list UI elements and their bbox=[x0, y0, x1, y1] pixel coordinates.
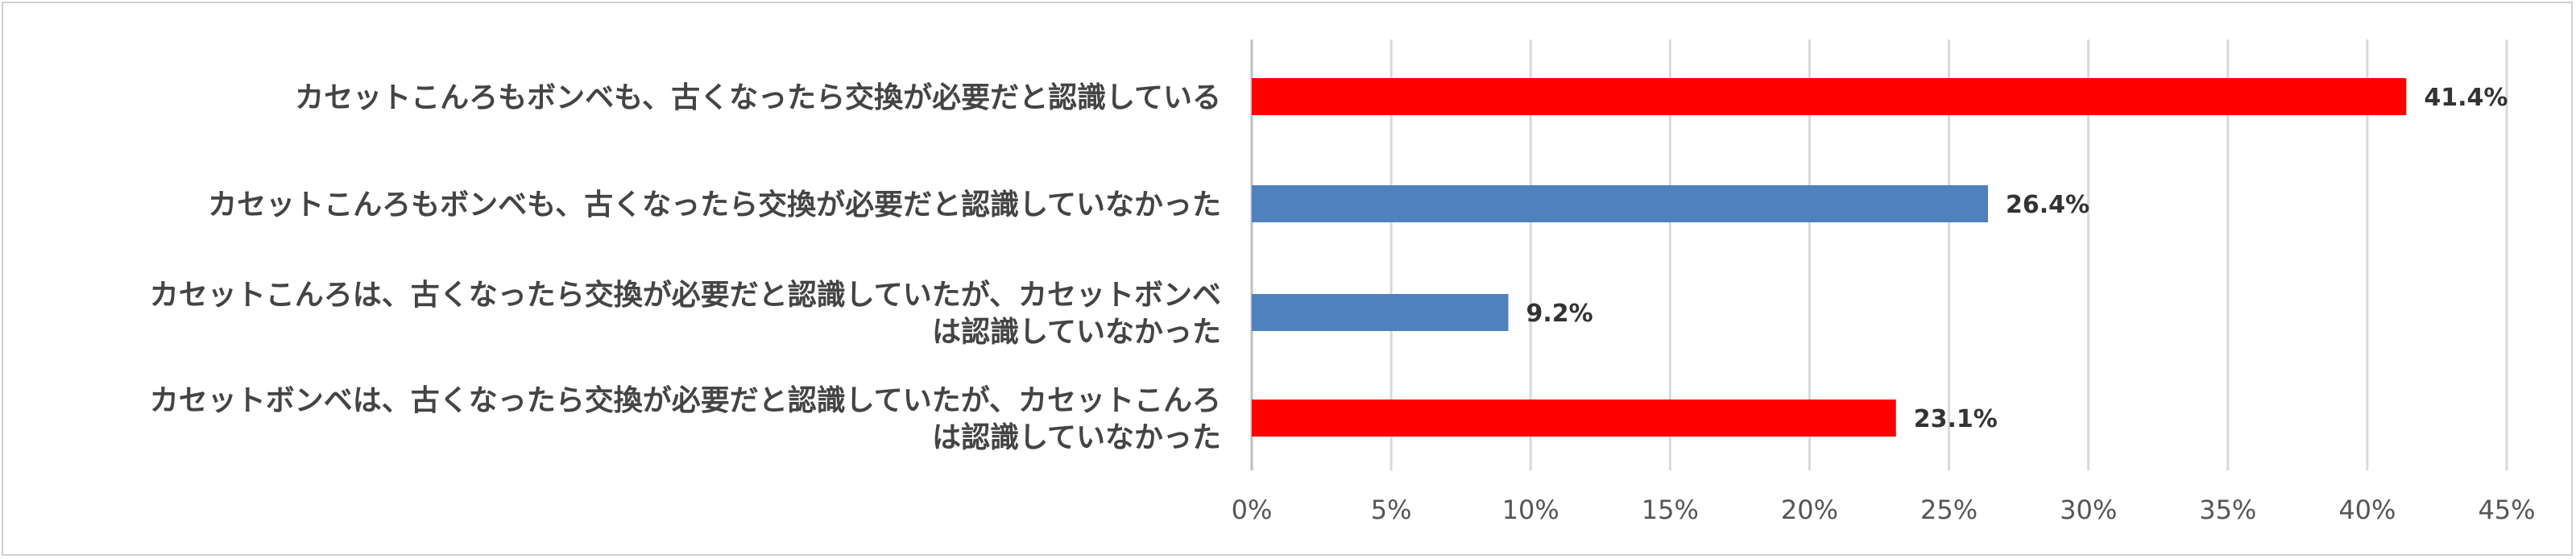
category-label-3-line-0: カセットボンベは、古くなったら交換が必要だと認識していたが、カセットこんろ bbox=[150, 383, 1221, 417]
category-label-1-line-0: カセットこんろもボンベも、古くなったら交換が必要だと認識していなかった bbox=[208, 188, 1221, 222]
bar-2 bbox=[1252, 294, 1509, 331]
x-tick-label-2: 10% bbox=[1502, 495, 1559, 525]
x-tick-label-7: 35% bbox=[2199, 495, 2256, 525]
category-label-2-line-1: は認識していなかった bbox=[932, 316, 1221, 349]
data-label-2: 9.2% bbox=[1526, 300, 1593, 328]
x-tick-label-9: 45% bbox=[2478, 495, 2535, 525]
category-label-0-line-0: カセットこんろもボンベも、古くなったら交換が必要だと認識している bbox=[295, 81, 1221, 114]
data-label-0: 41.4% bbox=[2424, 84, 2508, 112]
x-tick-label-1: 5% bbox=[1371, 495, 1412, 525]
data-label-1: 26.4% bbox=[2006, 191, 2089, 219]
x-tick-label-4: 20% bbox=[1781, 495, 1838, 525]
data-label-3: 23.1% bbox=[1914, 405, 1998, 433]
x-tick-label-3: 15% bbox=[1642, 495, 1699, 525]
x-tick-label-6: 30% bbox=[2060, 495, 2117, 525]
bar-chart: カセットこんろもボンベも、古くなったら交換が必要だと認識しているカセットこんろも… bbox=[150, 39, 2536, 525]
bar-3 bbox=[1252, 400, 1896, 437]
category-label-3-line-1: は認識していなかった bbox=[932, 421, 1221, 454]
data-labels: 41.4% 26.4% 9.2% 23.1% bbox=[1526, 84, 2508, 433]
x-tick-label-0: 0% bbox=[1232, 495, 1273, 525]
category-label-2-line-0: カセットこんろは、古くなったら交換が必要だと認識していたが、カセットボンベ bbox=[150, 278, 1221, 312]
category-labels: カセットこんろもボンベも、古くなったら交換が必要だと認識しているカセットこんろも… bbox=[150, 81, 1221, 454]
bar-1 bbox=[1252, 185, 1989, 222]
x-axis-ticks: 0% 5% 10% 15% 20% 25% 30% 35% 40% 45% bbox=[1232, 495, 2536, 525]
bar-0 bbox=[1252, 78, 2407, 115]
x-tick-label-8: 40% bbox=[2338, 495, 2396, 525]
x-tick-label-5: 25% bbox=[1920, 495, 1978, 525]
bars bbox=[1252, 78, 2407, 437]
